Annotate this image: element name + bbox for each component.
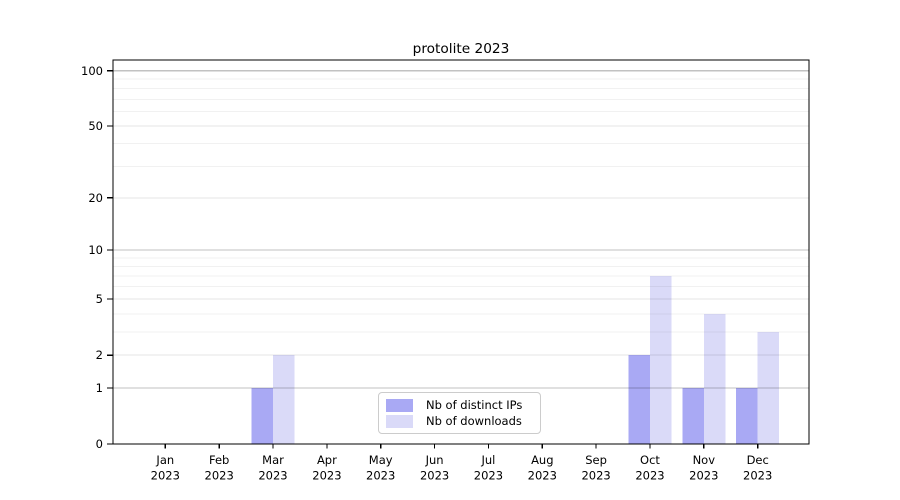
y-tick-label: 10 xyxy=(88,243,103,257)
legend-row-downloads: Nb of downloads xyxy=(386,414,533,429)
bar-nb-of-distinct-ips-nov xyxy=(682,387,704,444)
bar-nb-of-distinct-ips-dec xyxy=(736,387,758,444)
x-tick-label: Apr 2023 xyxy=(312,453,341,483)
legend: Nb of distinct IPs Nb of downloads xyxy=(378,392,541,434)
gridlines xyxy=(113,70,809,389)
y-tick-label: 1 xyxy=(96,381,103,395)
legend-swatch-distinct-ips xyxy=(386,399,413,412)
x-tick-label: Mar 2023 xyxy=(258,453,287,483)
bar-nb-of-downloads-mar xyxy=(273,355,295,444)
x-tick-label: Dec 2023 xyxy=(743,453,772,483)
x-tick-label: May 2023 xyxy=(366,453,395,483)
bar-nb-of-downloads-dec xyxy=(757,331,780,444)
y-tick-label: 20 xyxy=(88,191,103,205)
bar-nb-of-downloads-oct xyxy=(650,275,672,444)
legend-swatch-downloads xyxy=(386,415,413,428)
x-tick-label: Jul 2023 xyxy=(474,453,503,483)
y-tick-label: 100 xyxy=(81,64,103,78)
bar-nb-of-distinct-ips-oct xyxy=(628,355,650,444)
bars xyxy=(251,275,780,444)
y-tick-label: 0 xyxy=(96,437,103,451)
plot-border xyxy=(112,59,810,445)
x-tick-label: Jan 2023 xyxy=(151,453,180,483)
chart-title: protolite 2023 xyxy=(413,41,510,57)
bar-nb-of-distinct-ips-mar xyxy=(251,387,273,444)
y-axis-labels: 0 1 2 5 10 20 50 100 xyxy=(81,64,103,451)
x-axis-labels: Jan 2023 Feb 2023 Mar 2023 Apr 2023 May 2023 Jun 20… xyxy=(151,453,773,483)
bar-nb-of-downloads-nov xyxy=(703,313,726,444)
legend-label-downloads: Nb of downloads xyxy=(426,414,522,428)
x-tick-label: Nov 2023 xyxy=(689,453,718,483)
x-tick-label: Aug 2023 xyxy=(528,453,557,483)
y-tick-label: 50 xyxy=(88,119,103,133)
x-tick-label: Oct 2023 xyxy=(635,453,664,483)
y-tick-label: 5 xyxy=(96,292,103,306)
x-tick-label: Feb 2023 xyxy=(205,453,234,483)
legend-label-distinct-ips: Nb of distinct IPs xyxy=(426,398,523,412)
y-tick-label: 2 xyxy=(96,348,103,362)
x-tick-label: Sep 2023 xyxy=(581,453,610,483)
x-tick-label: Jun 2023 xyxy=(420,453,449,483)
legend-row-distinct-ips: Nb of distinct IPs xyxy=(386,398,533,413)
axis-ticks xyxy=(107,70,759,449)
